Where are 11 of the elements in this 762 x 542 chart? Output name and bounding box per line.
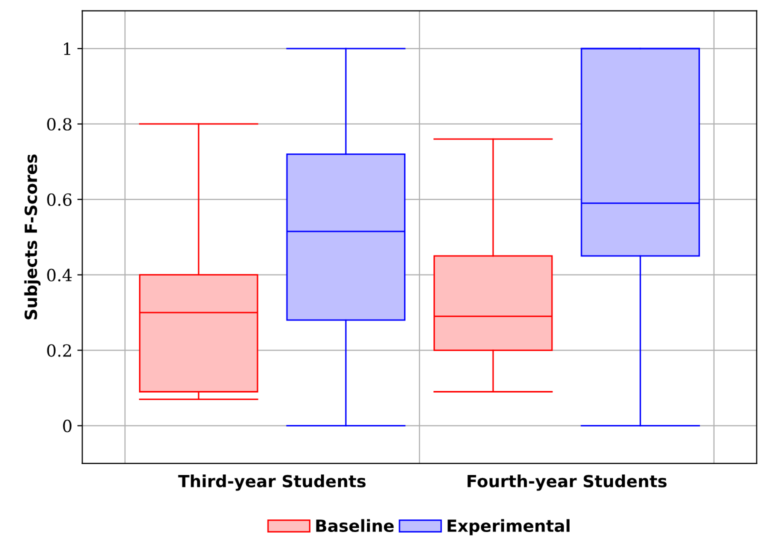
legend-label: Experimental [448, 519, 570, 536]
x-tick-label: Fourth-year Students [468, 474, 667, 491]
legend-label: Baseline [316, 519, 394, 532]
y-tick-label: 0.2 [47, 344, 71, 357]
y-axis-title: Subjects F-Scores [24, 154, 41, 320]
y-tick-label: 0.4 [47, 268, 72, 282]
x-tick-label: Third-year Students [178, 474, 366, 491]
y-tick-label: 0 [63, 420, 72, 432]
y-tick-label: 1 [64, 42, 70, 55]
y-tick-label: 0.8 [47, 118, 72, 131]
y-tick-label: 0.6 [47, 193, 72, 206]
